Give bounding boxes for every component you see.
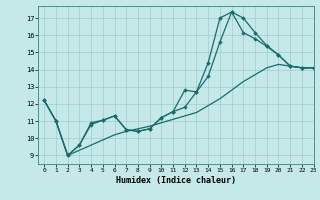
X-axis label: Humidex (Indice chaleur): Humidex (Indice chaleur) — [116, 176, 236, 185]
